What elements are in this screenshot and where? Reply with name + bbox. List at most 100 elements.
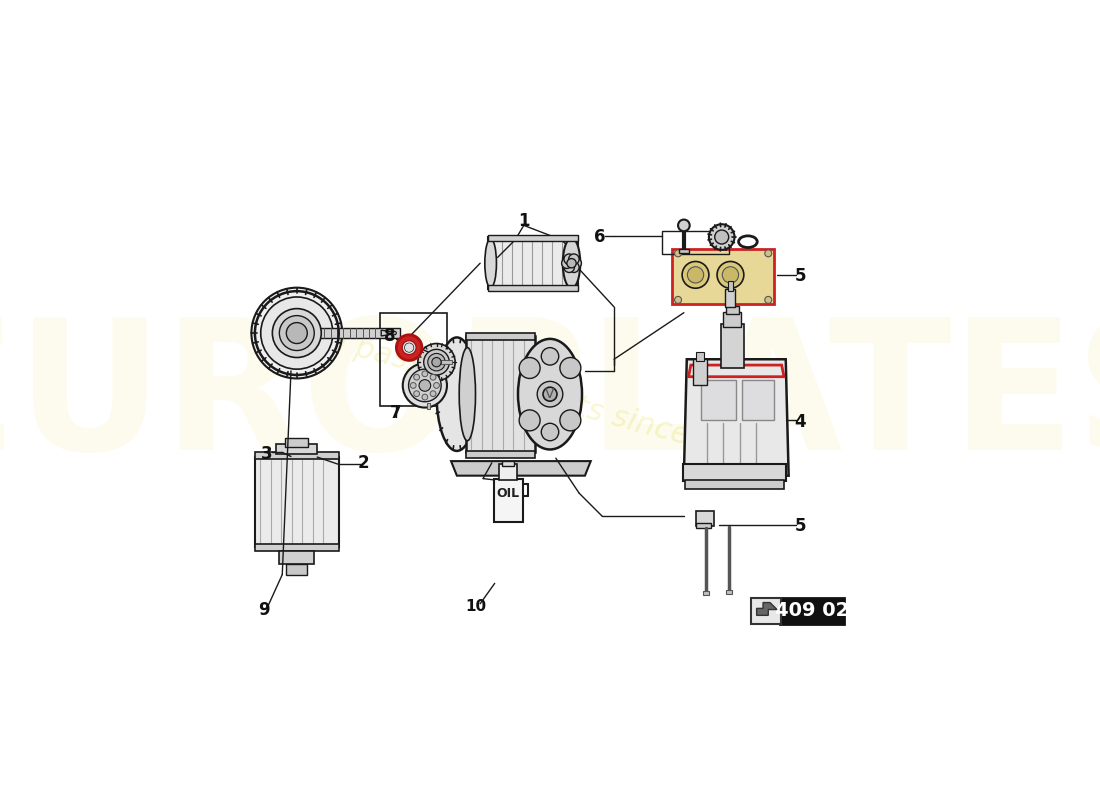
Bar — [672, 249, 774, 304]
Circle shape — [408, 369, 441, 402]
Circle shape — [422, 394, 428, 400]
Bar — [695, 352, 704, 361]
Bar — [255, 457, 339, 547]
Bar — [703, 591, 708, 595]
Bar — [307, 329, 400, 338]
Circle shape — [674, 250, 682, 257]
Bar — [726, 306, 738, 314]
Circle shape — [715, 230, 728, 244]
Circle shape — [252, 288, 342, 378]
Circle shape — [688, 266, 704, 283]
Circle shape — [571, 258, 582, 269]
Circle shape — [541, 423, 559, 441]
Circle shape — [566, 258, 576, 268]
Ellipse shape — [459, 348, 475, 441]
Bar — [279, 551, 315, 564]
Ellipse shape — [485, 238, 496, 288]
Circle shape — [418, 343, 455, 381]
Polygon shape — [757, 602, 777, 615]
Bar — [693, 359, 707, 386]
Circle shape — [682, 262, 708, 288]
Circle shape — [541, 348, 559, 365]
Circle shape — [432, 358, 441, 367]
Circle shape — [569, 262, 579, 273]
Bar — [726, 590, 733, 594]
Bar — [724, 311, 741, 326]
Circle shape — [717, 262, 744, 288]
Circle shape — [723, 266, 738, 283]
Text: 5: 5 — [794, 267, 806, 285]
Text: 7: 7 — [389, 404, 402, 422]
Polygon shape — [382, 330, 394, 336]
Bar — [683, 464, 786, 482]
Bar — [487, 237, 578, 290]
Circle shape — [708, 224, 735, 250]
Bar — [465, 336, 536, 452]
Circle shape — [424, 350, 449, 375]
Text: 2: 2 — [358, 454, 370, 472]
Bar — [695, 523, 711, 528]
Circle shape — [286, 322, 307, 343]
Circle shape — [537, 382, 563, 407]
Circle shape — [403, 341, 416, 354]
Circle shape — [543, 387, 557, 401]
Bar — [498, 464, 517, 480]
Text: 4: 4 — [794, 413, 806, 430]
Circle shape — [405, 343, 414, 352]
Text: 10: 10 — [465, 599, 486, 614]
Circle shape — [410, 382, 416, 388]
Circle shape — [564, 262, 574, 273]
Bar — [286, 564, 307, 574]
Circle shape — [419, 380, 431, 391]
Circle shape — [678, 219, 690, 231]
Polygon shape — [684, 359, 789, 476]
Bar — [379, 313, 447, 406]
Circle shape — [261, 297, 333, 369]
Bar — [465, 451, 536, 458]
Text: 1: 1 — [518, 212, 529, 230]
Circle shape — [674, 296, 682, 303]
Text: 9: 9 — [257, 601, 270, 618]
Bar — [487, 285, 578, 290]
Circle shape — [396, 335, 422, 361]
Bar — [679, 249, 689, 254]
Ellipse shape — [437, 338, 477, 451]
Bar — [720, 324, 744, 368]
Bar — [662, 231, 729, 254]
Text: OIL: OIL — [496, 486, 519, 500]
Polygon shape — [451, 461, 591, 476]
Bar — [751, 598, 781, 624]
Bar — [727, 281, 734, 291]
Text: 8: 8 — [384, 327, 396, 345]
Bar — [503, 461, 514, 466]
Text: 3: 3 — [261, 445, 273, 462]
Circle shape — [764, 250, 772, 257]
Bar — [780, 598, 844, 624]
Circle shape — [414, 374, 419, 380]
Bar — [427, 403, 430, 409]
Circle shape — [433, 382, 439, 388]
Circle shape — [422, 371, 428, 377]
Circle shape — [519, 410, 540, 431]
Text: EUROPLATES: EUROPLATES — [0, 312, 1100, 488]
Circle shape — [403, 363, 447, 407]
Bar — [494, 478, 522, 522]
Circle shape — [414, 390, 419, 397]
Circle shape — [564, 254, 574, 265]
Bar — [441, 360, 452, 365]
Bar — [725, 290, 735, 307]
Bar — [742, 380, 774, 420]
Bar — [695, 510, 714, 526]
Circle shape — [560, 358, 581, 378]
Circle shape — [764, 296, 772, 303]
Bar — [255, 544, 339, 551]
Ellipse shape — [563, 238, 581, 288]
Bar — [465, 333, 536, 340]
Circle shape — [560, 410, 581, 431]
Circle shape — [393, 331, 396, 335]
Text: V: V — [546, 387, 554, 401]
Text: 5: 5 — [794, 518, 806, 535]
Circle shape — [569, 254, 579, 265]
Circle shape — [519, 358, 540, 378]
Circle shape — [273, 309, 321, 358]
